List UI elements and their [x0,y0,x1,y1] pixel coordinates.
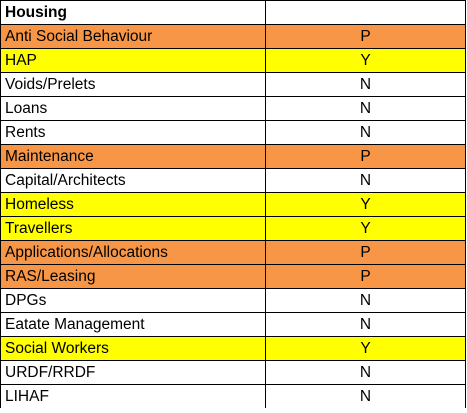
table-row: RAS/Leasing P [0,264,466,289]
table-row: Social Workers Y [0,336,466,361]
table-row: Loans N [0,96,466,121]
row-label-cell[interactable]: Social Workers [0,336,266,361]
row-value-cell[interactable]: Y [265,336,466,361]
table-row: Eatate Management N [0,312,466,337]
table-row: Voids/Prelets N [0,72,466,97]
row-value-cell[interactable]: P [265,144,466,169]
row-label-cell[interactable]: DPGs [0,288,266,313]
table-row: LIHAF N [0,384,466,408]
row-value-cell[interactable]: P [265,24,466,49]
table-row: HAP Y [0,48,466,73]
row-value-cell[interactable]: N [265,72,466,97]
header-title-cell[interactable]: Housing [0,0,266,25]
row-label-cell[interactable]: Applications/Allocations [0,240,266,265]
row-value-cell[interactable]: N [265,168,466,193]
row-label-cell[interactable]: Travellers [0,216,266,241]
row-label-cell[interactable]: Eatate Management [0,312,266,337]
table-row: Capital/Architects N [0,168,466,193]
table-row: Maintenance P [0,144,466,169]
row-label-cell[interactable]: Voids/Prelets [0,72,266,97]
table-row: Rents N [0,120,466,145]
row-label-cell[interactable]: Anti Social Behaviour [0,24,266,49]
row-value-cell[interactable]: N [265,360,466,385]
row-label-cell[interactable]: Loans [0,96,266,121]
row-value-cell[interactable]: Y [265,216,466,241]
row-value-cell[interactable]: N [265,120,466,145]
table-row: Travellers Y [0,216,466,241]
row-label-cell[interactable]: Rents [0,120,266,145]
table-row: URDF/RRDF N [0,360,466,385]
table-row: DPGs N [0,288,466,313]
header-row: Housing [0,0,466,25]
row-value-cell[interactable]: P [265,240,466,265]
row-value-cell[interactable]: N [265,384,466,408]
row-value-cell[interactable]: Y [265,192,466,217]
row-label-cell[interactable]: Capital/Architects [0,168,266,193]
row-label-cell[interactable]: Maintenance [0,144,266,169]
table-row: Applications/Allocations P [0,240,466,265]
row-label-cell[interactable]: URDF/RRDF [0,360,266,385]
row-value-cell[interactable]: N [265,312,466,337]
row-value-cell[interactable]: N [265,96,466,121]
row-label-cell[interactable]: Homeless [0,192,266,217]
row-label-cell[interactable]: RAS/Leasing [0,264,266,289]
row-value-cell[interactable]: P [265,264,466,289]
row-value-cell[interactable]: Y [265,48,466,73]
table-row: Anti Social Behaviour P [0,24,466,49]
row-value-cell[interactable]: N [265,288,466,313]
row-label-cell[interactable]: HAP [0,48,266,73]
row-label-cell[interactable]: LIHAF [0,384,266,408]
table-row: Homeless Y [0,192,466,217]
header-value-cell[interactable] [265,0,466,25]
